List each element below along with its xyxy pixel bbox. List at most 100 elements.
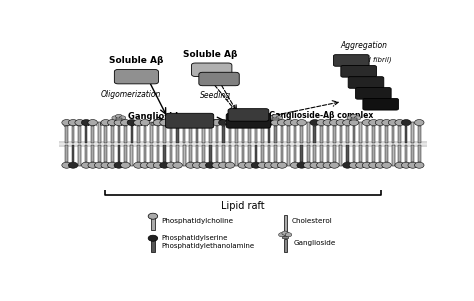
Text: Ganglioside: Ganglioside [293, 240, 336, 246]
Bar [294, 126, 296, 143]
Bar [287, 145, 290, 166]
Circle shape [401, 162, 411, 168]
Circle shape [375, 119, 385, 126]
Circle shape [258, 119, 267, 126]
Bar [379, 145, 382, 162]
Circle shape [140, 119, 150, 126]
Circle shape [245, 119, 254, 126]
Circle shape [354, 116, 361, 120]
Circle shape [284, 119, 293, 126]
Bar [157, 126, 159, 143]
Bar [170, 126, 173, 143]
Circle shape [251, 162, 261, 168]
Bar [209, 145, 211, 162]
Bar [320, 126, 323, 143]
Bar [248, 126, 251, 143]
Circle shape [108, 162, 117, 168]
Circle shape [186, 119, 195, 126]
Bar [235, 126, 237, 143]
FancyBboxPatch shape [199, 72, 239, 86]
Bar [72, 126, 74, 143]
Bar [282, 236, 289, 238]
Circle shape [271, 119, 280, 126]
Bar [150, 145, 153, 162]
Bar [190, 126, 192, 143]
Circle shape [190, 116, 197, 120]
Circle shape [276, 116, 283, 120]
Bar [196, 126, 199, 143]
Bar [372, 126, 375, 143]
Circle shape [116, 114, 122, 118]
Bar [228, 145, 231, 162]
Bar [78, 126, 81, 143]
Text: Seeding: Seeding [200, 91, 231, 100]
Bar [59, 141, 427, 147]
Bar [313, 145, 316, 162]
Bar [170, 145, 173, 162]
Bar [248, 145, 251, 162]
Bar [327, 145, 329, 162]
Circle shape [206, 119, 215, 126]
Bar [339, 145, 342, 166]
Bar [65, 145, 68, 162]
FancyBboxPatch shape [114, 70, 158, 84]
Bar [182, 145, 186, 166]
Circle shape [303, 162, 313, 168]
Bar [202, 145, 205, 162]
Bar [137, 145, 140, 162]
Circle shape [285, 233, 292, 237]
Circle shape [88, 162, 98, 168]
Bar [216, 126, 218, 143]
Bar [190, 145, 192, 162]
Bar [411, 122, 414, 143]
Bar [398, 145, 401, 162]
Circle shape [356, 162, 365, 168]
Circle shape [68, 119, 78, 126]
Circle shape [317, 119, 326, 126]
Bar [255, 122, 257, 143]
Text: Ganglioside →: Ganglioside → [128, 112, 194, 121]
Bar [59, 143, 427, 145]
Circle shape [414, 119, 424, 126]
Bar [104, 126, 107, 143]
Text: (amyloid fibril): (amyloid fibril) [340, 57, 392, 63]
Bar [151, 217, 155, 230]
FancyBboxPatch shape [341, 66, 376, 77]
Bar [216, 145, 218, 162]
Circle shape [127, 119, 137, 126]
Bar [366, 126, 368, 143]
Text: Aggregation: Aggregation [340, 41, 387, 50]
Bar [116, 118, 122, 120]
Bar [85, 126, 88, 143]
Bar [124, 145, 127, 162]
Circle shape [82, 162, 91, 168]
Bar [176, 145, 179, 162]
Circle shape [153, 119, 163, 126]
Bar [98, 122, 100, 143]
Circle shape [173, 162, 182, 168]
Bar [65, 126, 68, 143]
Bar [333, 145, 336, 162]
Bar [228, 126, 231, 143]
Bar [281, 145, 283, 162]
Circle shape [369, 162, 378, 168]
Circle shape [192, 119, 202, 126]
Circle shape [395, 119, 404, 126]
Bar [320, 145, 323, 162]
Circle shape [75, 119, 84, 126]
FancyBboxPatch shape [226, 113, 271, 128]
Circle shape [140, 162, 150, 168]
Circle shape [258, 162, 267, 168]
Circle shape [343, 119, 352, 126]
Bar [359, 122, 362, 143]
Bar [281, 126, 283, 143]
Bar [307, 145, 310, 162]
FancyBboxPatch shape [348, 77, 384, 88]
FancyBboxPatch shape [165, 113, 214, 128]
Circle shape [212, 119, 221, 126]
Bar [411, 145, 414, 162]
Bar [124, 126, 127, 143]
Bar [118, 145, 120, 162]
Bar [150, 122, 153, 143]
Bar [98, 145, 100, 162]
